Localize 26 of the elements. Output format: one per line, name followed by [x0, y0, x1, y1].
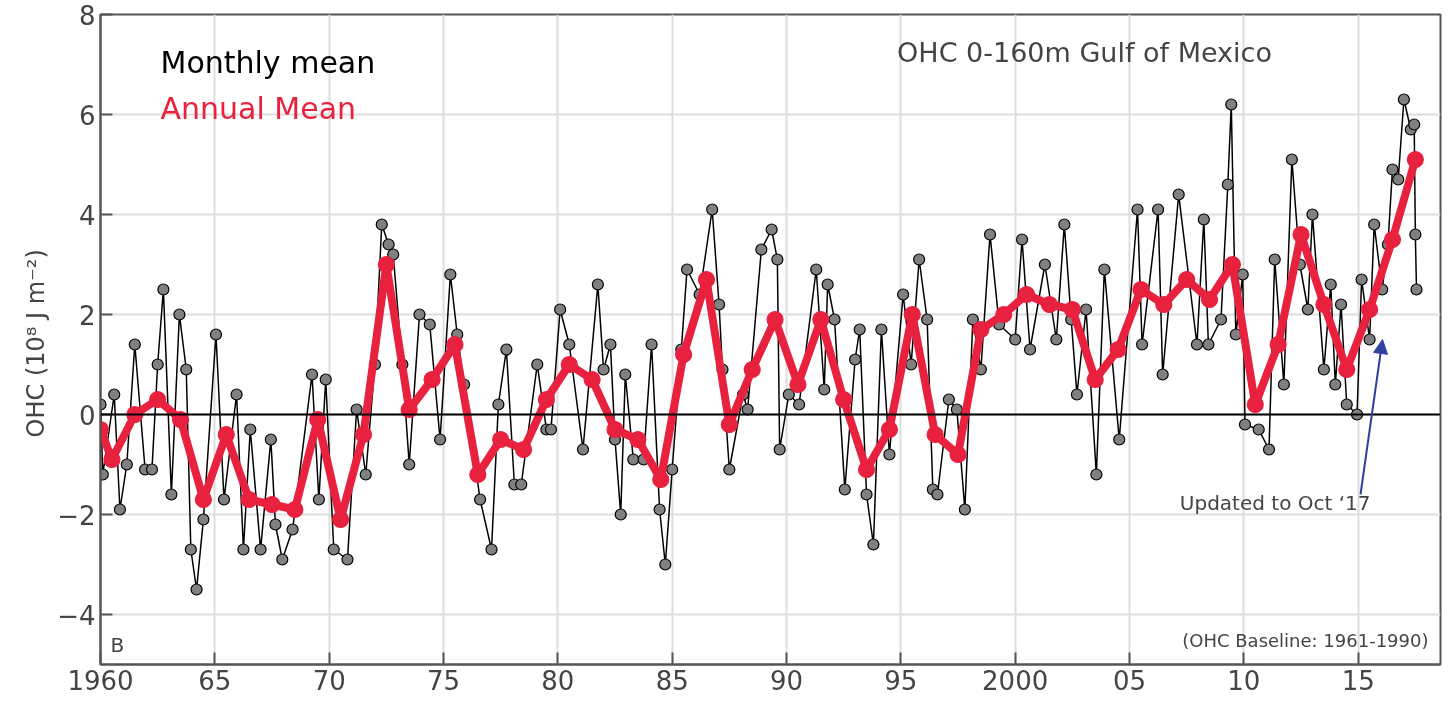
y-tick-label: 6: [78, 100, 96, 131]
x-tick-label: 05: [1112, 665, 1147, 696]
y-tick-label: −4: [57, 600, 96, 631]
x-tick-label: 15: [1341, 665, 1375, 696]
y-tick-label: 0: [78, 400, 96, 431]
x-tick-label: 90: [769, 665, 804, 696]
y-axis-title: OHC (10⁸ J m⁻²): [22, 249, 51, 438]
annotation: (OHC Baseline: 1961-1990): [1182, 629, 1429, 651]
annotation: Updated to Oct ‘17: [1179, 490, 1371, 515]
x-tick-label: 75: [426, 665, 461, 696]
y-tick-label: 4: [78, 200, 96, 231]
text: Annual Mean: [160, 90, 357, 126]
annotation: B: [110, 632, 125, 657]
y-tick-label: −2: [57, 500, 96, 531]
x-tick-label: 85: [655, 665, 689, 696]
text: OHC 0-160m Gulf of Mexico: [897, 36, 1272, 68]
x-tick-label: 1960: [67, 665, 134, 696]
y-tick-label: 8: [78, 0, 96, 31]
x-tick-label: 95: [884, 665, 918, 696]
x-tick-label: 10: [1227, 665, 1261, 696]
x-tick-label: 2000: [982, 665, 1049, 696]
x-tick-label: 70: [312, 665, 346, 696]
y-tick-label: 2: [78, 300, 96, 331]
text: Monthly mean: [160, 44, 376, 80]
x-tick-label: 65: [198, 665, 232, 696]
x-tick-label: 80: [541, 665, 575, 696]
